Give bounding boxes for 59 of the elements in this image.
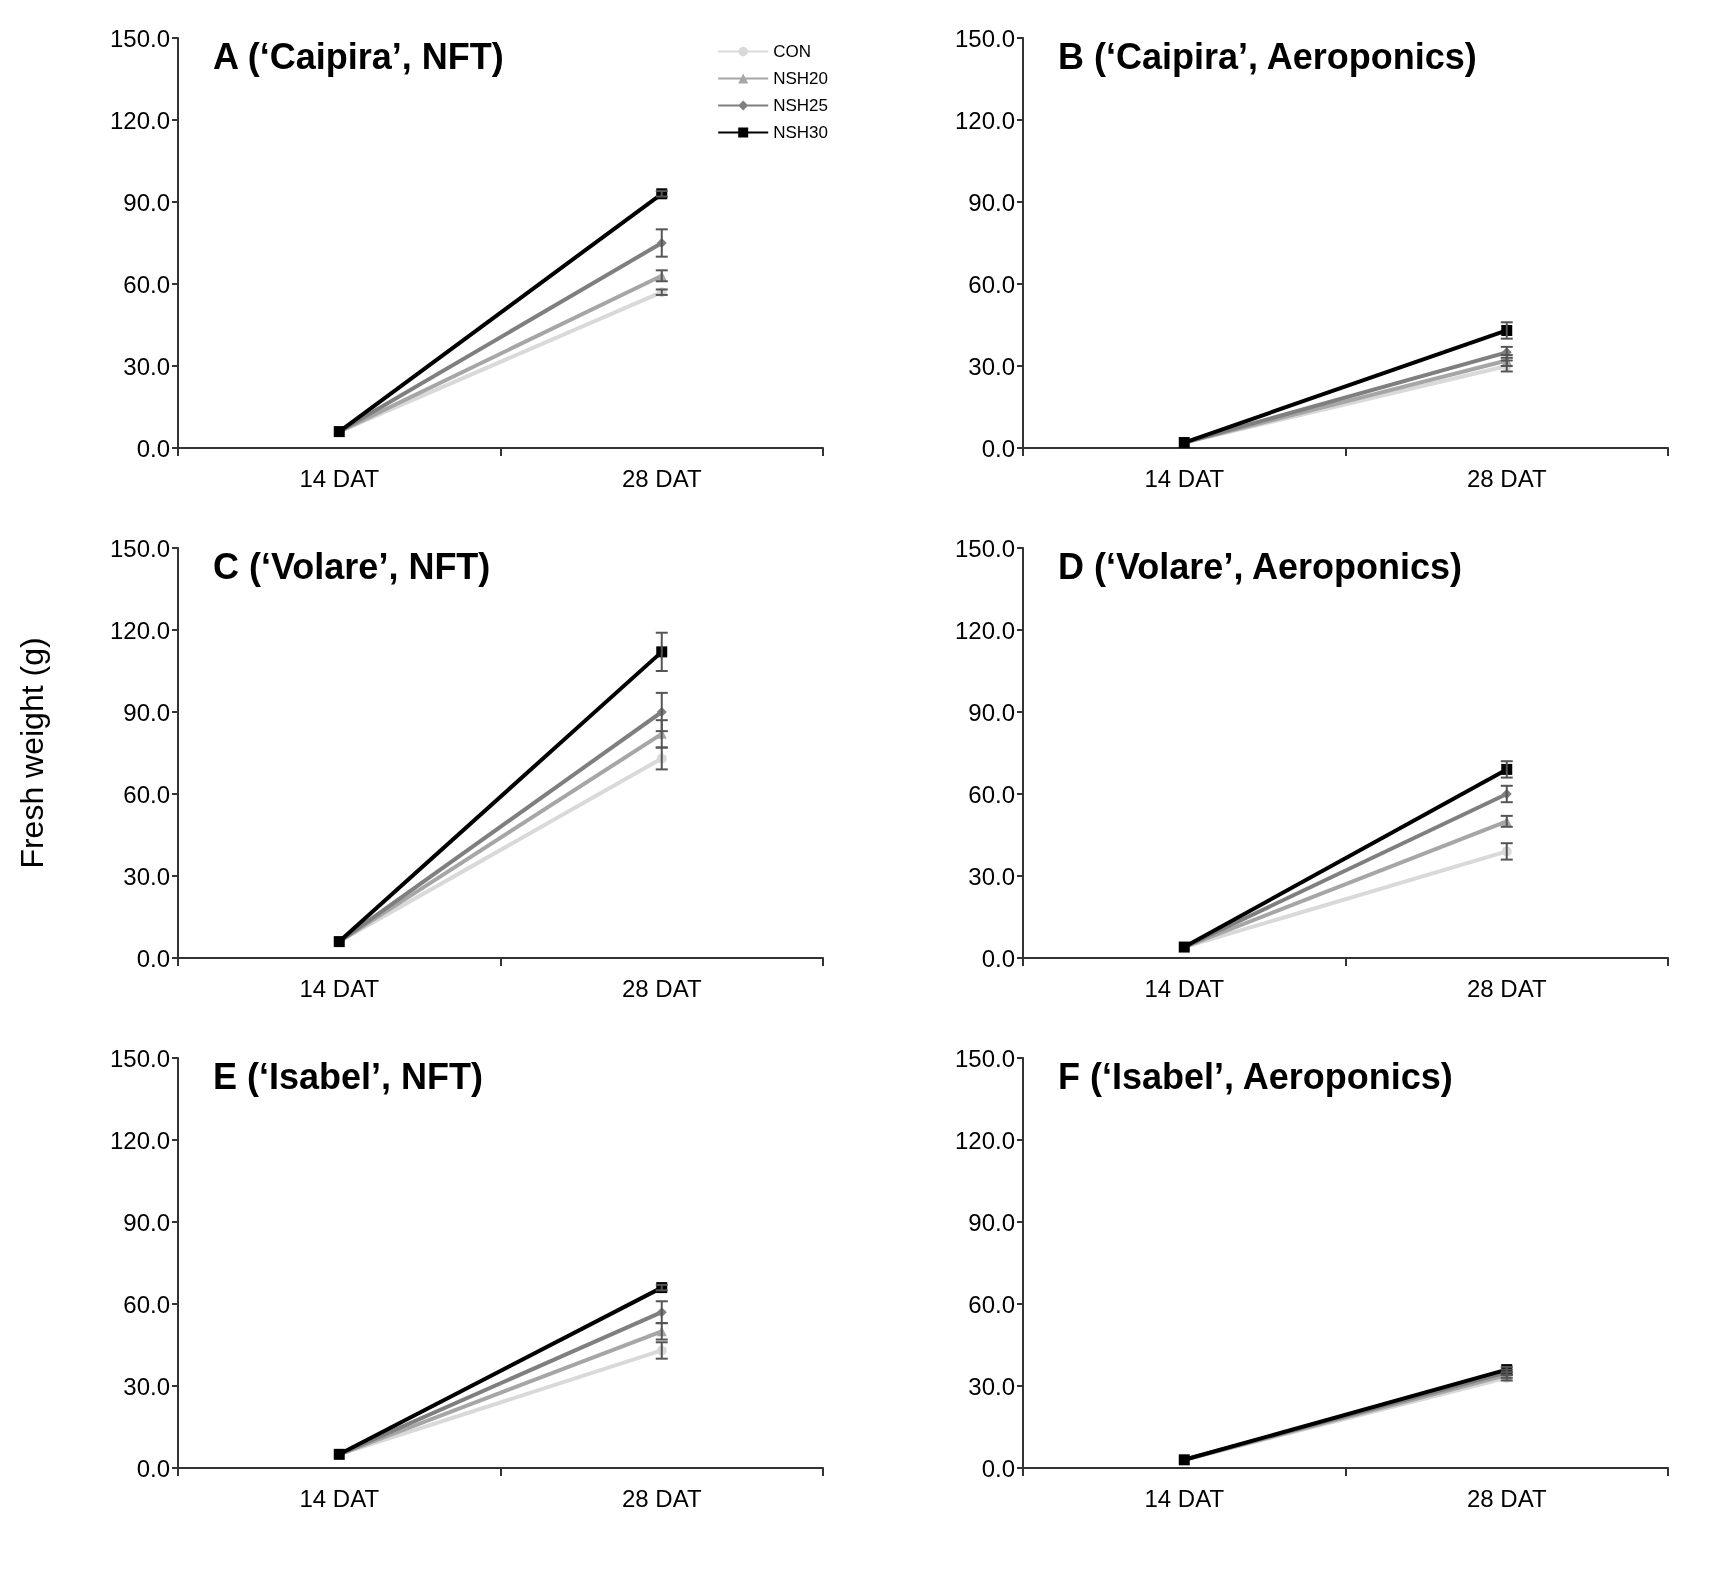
legend-label: NSH20 [773,69,829,88]
y-tick-label: 0.0 [981,1454,1015,1482]
y-tick-label: 150.0 [109,1044,170,1072]
y-tick-label: 90.0 [123,698,170,726]
chart-title: E (‘Isabel’, NFT) [213,1055,484,1097]
y-tick-label: 150.0 [109,534,170,562]
chart-title: D (‘Volare’, Aeroponics) [1058,545,1463,587]
y-tick-label: 120.0 [109,616,170,644]
y-tick-label: 60.0 [968,1290,1015,1318]
y-tick-label: 150.0 [954,534,1015,562]
x-tick-label: 28 DAT [621,974,702,1002]
x-tick-label: 28 DAT [621,464,702,492]
y-tick-label: 30.0 [123,1372,170,1400]
legend-label: CON [773,42,811,61]
legend-label: NSH30 [773,123,829,142]
y-tick-label: 90.0 [123,1208,170,1236]
chart-title: F (‘Isabel’, Aeroponics) [1058,1055,1453,1097]
y-tick-label: 120.0 [954,106,1015,134]
y-tick-label: 120.0 [109,106,170,134]
y-tick-label: 90.0 [968,698,1015,726]
y-tick-label: 30.0 [968,862,1015,890]
y-tick-label: 60.0 [968,780,1015,808]
y-tick-label: 30.0 [123,352,170,380]
y-axis-title: Fresh weight (g) [14,637,50,869]
y-tick-label: 0.0 [136,1454,170,1482]
x-tick-label: 14 DAT [1144,974,1225,1002]
y-tick-label: 60.0 [123,780,170,808]
y-tick-label: 30.0 [968,1372,1015,1400]
y-tick-label: 0.0 [981,944,1015,972]
x-tick-label: 28 DAT [1466,464,1547,492]
y-tick-label: 0.0 [981,434,1015,462]
chart-title: B (‘Caipira’, Aeroponics) [1058,35,1477,77]
y-tick-label: 30.0 [123,862,170,890]
y-tick-label: 0.0 [136,944,170,972]
y-tick-label: 150.0 [954,24,1015,52]
y-tick-label: 60.0 [123,270,170,298]
chart-title: A (‘Caipira’, NFT) [213,35,504,77]
y-tick-label: 120.0 [109,1126,170,1154]
y-tick-label: 150.0 [109,24,170,52]
y-tick-label: 0.0 [136,434,170,462]
x-tick-label: 14 DAT [1144,464,1225,492]
y-tick-label: 120.0 [954,1126,1015,1154]
y-tick-label: 30.0 [968,352,1015,380]
y-tick-label: 150.0 [954,1044,1015,1072]
x-tick-label: 28 DAT [1466,974,1547,1002]
y-tick-label: 60.0 [123,1290,170,1318]
y-tick-label: 90.0 [968,188,1015,216]
legend-label: NSH25 [773,96,829,115]
x-tick-label: 14 DAT [299,974,380,1002]
x-tick-label: 28 DAT [621,1484,702,1512]
y-tick-label: 90.0 [123,188,170,216]
y-tick-label: 120.0 [954,616,1015,644]
x-tick-label: 14 DAT [299,1484,380,1512]
x-tick-label: 14 DAT [1144,1484,1225,1512]
x-tick-label: 28 DAT [1466,1484,1547,1512]
x-tick-label: 14 DAT [299,464,380,492]
chart-title: C (‘Volare’, NFT) [213,545,491,587]
y-tick-label: 60.0 [968,270,1015,298]
y-tick-label: 90.0 [968,1208,1015,1236]
